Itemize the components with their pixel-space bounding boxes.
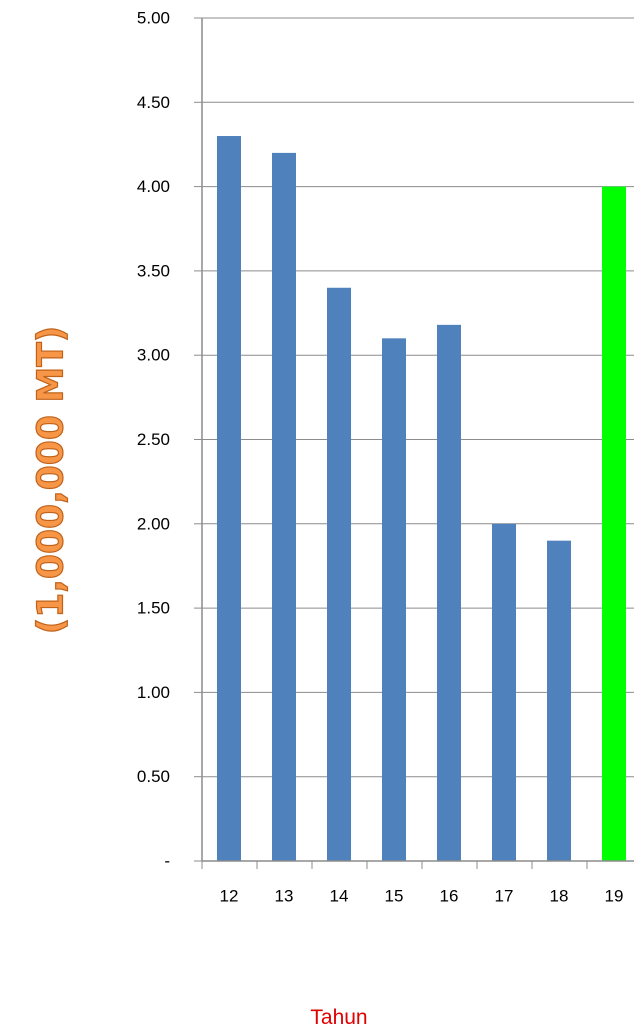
y-axis-label: (1,000,000 MT) (31, 326, 72, 635)
bar-18 (547, 540, 571, 861)
y-tick-label: 2.00 (137, 514, 170, 533)
bar-12 (217, 136, 241, 861)
y-tick-label: 2.50 (137, 430, 170, 449)
y-tick-label: 0.50 (137, 767, 170, 786)
bar-17 (492, 523, 516, 861)
bar-19 (602, 186, 626, 862)
bars (217, 136, 626, 862)
x-tick-label: 16 (440, 887, 459, 906)
y-tick-label: 4.00 (137, 177, 170, 196)
x-axis-label: Tahun (310, 1006, 367, 1029)
bar-15 (382, 338, 406, 862)
y-tick-label: - (164, 852, 170, 871)
x-tick-label: 18 (550, 887, 569, 906)
bar-16 (437, 324, 461, 861)
y-tick-label: 4.50 (137, 93, 170, 112)
x-tick-label: 14 (330, 887, 349, 906)
x-axis-ticks: 12 13 14 15 16 17 18 19 (201, 861, 624, 906)
x-tick-label: 12 (220, 887, 239, 906)
y-tick-label: 3.50 (137, 261, 170, 280)
y-tick-label: 1.00 (137, 683, 170, 702)
x-tick-label: 15 (385, 887, 404, 906)
bar-13 (272, 152, 296, 861)
bar-14 (327, 287, 351, 861)
y-tick-label: 3.00 (137, 346, 170, 365)
y-tick-label: 5.00 (137, 9, 170, 28)
x-tick-label: 13 (275, 887, 294, 906)
y-axis-ticks: - 0.50 1.00 1.50 2.00 2.50 3.00 3.50 4.00 4.50 5.0… (137, 9, 202, 871)
y-tick-label: 1.50 (137, 599, 170, 618)
x-tick-label: 17 (495, 887, 514, 906)
x-tick-label: 19 (605, 887, 624, 906)
